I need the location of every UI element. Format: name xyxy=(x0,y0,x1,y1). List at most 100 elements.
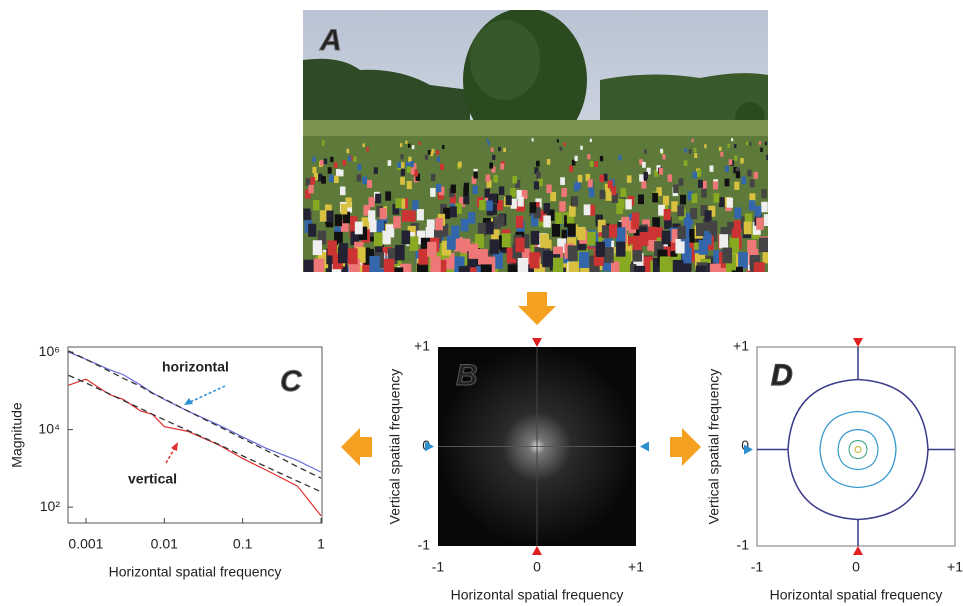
crowd-figure xyxy=(764,214,771,226)
crowd-figure xyxy=(704,144,706,148)
crowd-figure xyxy=(459,266,470,284)
crowd-figure xyxy=(689,149,692,153)
crowd-figure xyxy=(577,227,585,240)
crowd-figure xyxy=(329,175,334,182)
figure: A 0.0010.010.1110²10⁴10⁶Horizontal spati… xyxy=(0,0,963,606)
crowd-figure xyxy=(750,179,755,187)
x-tick-label: 0 xyxy=(852,559,860,575)
annotation: vertical xyxy=(128,471,177,487)
crowd-figure xyxy=(451,185,456,194)
crowd-figure xyxy=(747,170,751,177)
crowd-figure xyxy=(447,235,456,249)
y-tick-label: -1 xyxy=(418,537,431,553)
crowd-figure xyxy=(409,236,418,250)
crowd-figure xyxy=(759,141,761,145)
crowd-figure xyxy=(673,260,684,277)
crowd-figure xyxy=(594,161,598,167)
crowd-figure xyxy=(488,142,490,146)
crowd-figure xyxy=(518,258,529,275)
arrow xyxy=(341,428,372,466)
y-axis-label: Magnitude xyxy=(9,402,25,468)
crowd-figure xyxy=(568,245,578,260)
crowd-figure xyxy=(330,157,333,162)
crowd-figure xyxy=(543,215,551,227)
crowd-figure xyxy=(499,186,504,195)
crowd-figure xyxy=(684,148,687,152)
crowd-figure xyxy=(346,149,349,153)
crowd-figure xyxy=(328,167,332,174)
y-axis-label: Vertical spatial frequency xyxy=(387,369,403,525)
crowd-figure xyxy=(632,213,639,225)
crowd-figure xyxy=(729,159,733,165)
crowd-figure xyxy=(500,163,504,169)
crowd-figure xyxy=(638,194,644,204)
crowd-figure xyxy=(663,196,669,206)
crowd-figure xyxy=(408,144,410,148)
crowd-figure xyxy=(502,233,511,247)
crowd-figure xyxy=(741,177,746,185)
x-axis-label: Horizontal spatial frequency xyxy=(770,587,943,603)
crowd-figure xyxy=(569,262,580,279)
x-axis-label: Horizontal spatial frequency xyxy=(109,564,282,580)
crowd-figure xyxy=(304,260,315,277)
crowd-figure xyxy=(417,263,428,281)
crowd-figure xyxy=(357,174,362,181)
crowd-figure xyxy=(659,168,663,175)
crowd-figure xyxy=(713,193,719,203)
panel-label: A xyxy=(319,24,342,57)
crowd-figure xyxy=(709,221,717,234)
crowd-figure xyxy=(463,195,469,205)
crowd-figure xyxy=(606,192,612,201)
crowd-figure xyxy=(734,207,741,218)
crowd-figure xyxy=(734,182,739,190)
crowd-figure xyxy=(313,240,322,255)
crowd-figure xyxy=(428,150,431,155)
crowd-figure xyxy=(749,200,755,210)
crowd-figure xyxy=(722,248,732,264)
x-tick-label: 0 xyxy=(533,559,541,575)
crowd-figure xyxy=(572,197,578,207)
crowd-figure xyxy=(760,148,763,152)
crowd-figure xyxy=(596,242,605,257)
crowd-figure xyxy=(710,264,721,282)
crowd-figure xyxy=(719,197,725,207)
crowd-figure xyxy=(530,202,537,213)
crowd-figure xyxy=(618,199,624,209)
crowd-figure xyxy=(418,141,420,145)
crowd-figure xyxy=(589,188,595,197)
crowd-figure xyxy=(620,188,626,197)
crowd-figure xyxy=(508,264,519,282)
crowd-figure xyxy=(322,142,324,146)
crowd-figure xyxy=(588,179,593,187)
panel-label: D xyxy=(771,359,793,392)
crowd-figure xyxy=(342,160,346,166)
crowd-figure xyxy=(719,234,728,248)
crowd-figure xyxy=(385,191,391,200)
crowd-figure xyxy=(719,147,722,151)
crowd-figure xyxy=(362,143,364,147)
photo: A xyxy=(303,8,772,286)
crowd-figure xyxy=(308,224,316,237)
crowd-figure xyxy=(536,161,540,167)
crowd-figure xyxy=(641,181,646,189)
crowd-figure xyxy=(506,195,512,205)
crowd-figure xyxy=(308,185,313,194)
crowd-figure xyxy=(627,175,632,182)
crowd-figure xyxy=(559,201,566,211)
y-tick-label: 10⁶ xyxy=(39,343,60,359)
crowd-figure xyxy=(489,163,493,169)
crowd-figure xyxy=(400,177,405,185)
crowd-figure xyxy=(679,178,684,186)
crowd-figure xyxy=(321,176,326,184)
crowd-figure xyxy=(727,144,729,148)
crowd-figure xyxy=(569,166,573,172)
crowd-figure xyxy=(746,142,748,146)
crowd-figure xyxy=(408,210,415,221)
crowd-figure xyxy=(660,149,663,153)
crowd-figure xyxy=(602,225,610,238)
crowd-figure xyxy=(486,139,488,142)
crowd-figure xyxy=(368,210,375,221)
crowd-figure xyxy=(362,177,367,185)
crowd-figure xyxy=(410,161,414,167)
crowd-figure xyxy=(397,162,401,168)
